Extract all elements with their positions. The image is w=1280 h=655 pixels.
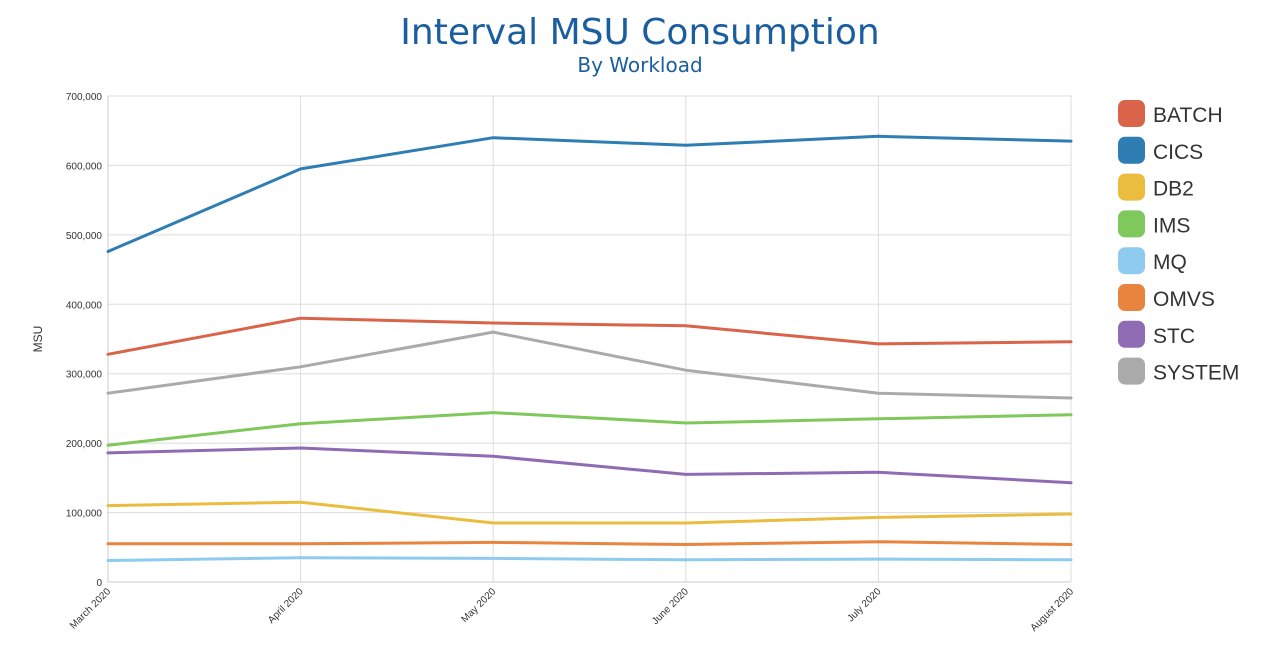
legend-swatch [1118, 284, 1145, 311]
legend-item-stc[interactable]: STC [1118, 320, 1195, 348]
series-line-ims [106, 411, 1073, 447]
y-tick-label: 300,000 [66, 370, 103, 381]
grid [107, 95, 1072, 583]
x-tick-label: July 2020 [845, 586, 883, 624]
legend: BATCH CICS DB2 IMS MQ OMVS STC SYSTEM [1118, 100, 1239, 385]
legend-item-mq[interactable]: MQ [1118, 247, 1187, 275]
legend-swatch [1118, 173, 1145, 201]
legend-swatch [1118, 247, 1145, 275]
x-tick-label: April 2020 [266, 586, 306, 626]
legend-swatch [1118, 320, 1145, 348]
x-tick-label: May 2020 [459, 586, 498, 625]
x-tick-label: March 2020 [68, 586, 113, 631]
x-tick-label: August 2020 [1029, 586, 1077, 634]
legend-item-cics[interactable]: CICS [1118, 136, 1203, 164]
legend-label: SYSTEM [1153, 362, 1239, 385]
legend-item-ims[interactable]: IMS [1118, 210, 1190, 238]
series-lines [106, 134, 1073, 562]
y-tick-label: 200,000 [66, 439, 103, 450]
legend-label: DB2 [1153, 178, 1194, 201]
legend-item-batch[interactable]: BATCH [1118, 100, 1223, 127]
y-tick-label: 400,000 [66, 300, 103, 311]
series-line-cics [106, 134, 1073, 253]
series-line-stc [106, 446, 1073, 485]
legend-label: MQ [1153, 251, 1187, 274]
y-axis-label: MSU [31, 326, 45, 353]
series-line-db2 [106, 500, 1073, 525]
chart-title: Interval MSU Consumption [400, 12, 879, 53]
y-tick-label: 600,000 [66, 161, 103, 172]
legend-swatch [1118, 357, 1145, 385]
series-line-mq [106, 556, 1073, 562]
y-tick-label: 700,000 [66, 92, 103, 103]
series-line-omvs [106, 540, 1073, 546]
legend-label: IMS [1153, 214, 1190, 237]
axes: 0 100,000 200,000 300,000 400,000 500,000 600,… [66, 92, 1077, 634]
x-tick-label: June 2020 [650, 586, 691, 627]
legend-item-db2[interactable]: DB2 [1118, 173, 1194, 201]
legend-item-omvs[interactable]: OMVS [1118, 284, 1215, 311]
legend-swatch [1118, 100, 1145, 127]
legend-label: BATCH [1153, 104, 1223, 127]
series-line-system [106, 330, 1073, 400]
legend-swatch [1118, 210, 1145, 238]
legend-label: OMVS [1153, 288, 1215, 311]
legend-label: STC [1153, 325, 1195, 348]
legend-label: CICS [1153, 141, 1203, 164]
legend-item-system[interactable]: SYSTEM [1118, 357, 1239, 385]
y-tick-label: 500,000 [66, 231, 103, 242]
y-tick-label: 0 [96, 578, 102, 589]
y-tick-label: 100,000 [66, 509, 103, 520]
series-line-batch [106, 316, 1073, 356]
chart-subtitle: By Workload [577, 53, 702, 77]
legend-swatch [1118, 136, 1145, 164]
